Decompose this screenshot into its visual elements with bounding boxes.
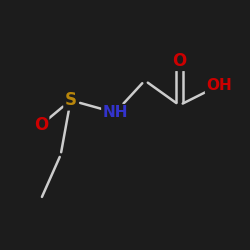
Text: OH: OH xyxy=(206,78,232,93)
Text: O: O xyxy=(172,52,186,70)
Text: O: O xyxy=(34,116,48,134)
Text: NH: NH xyxy=(102,105,128,120)
Text: S: S xyxy=(64,91,76,109)
